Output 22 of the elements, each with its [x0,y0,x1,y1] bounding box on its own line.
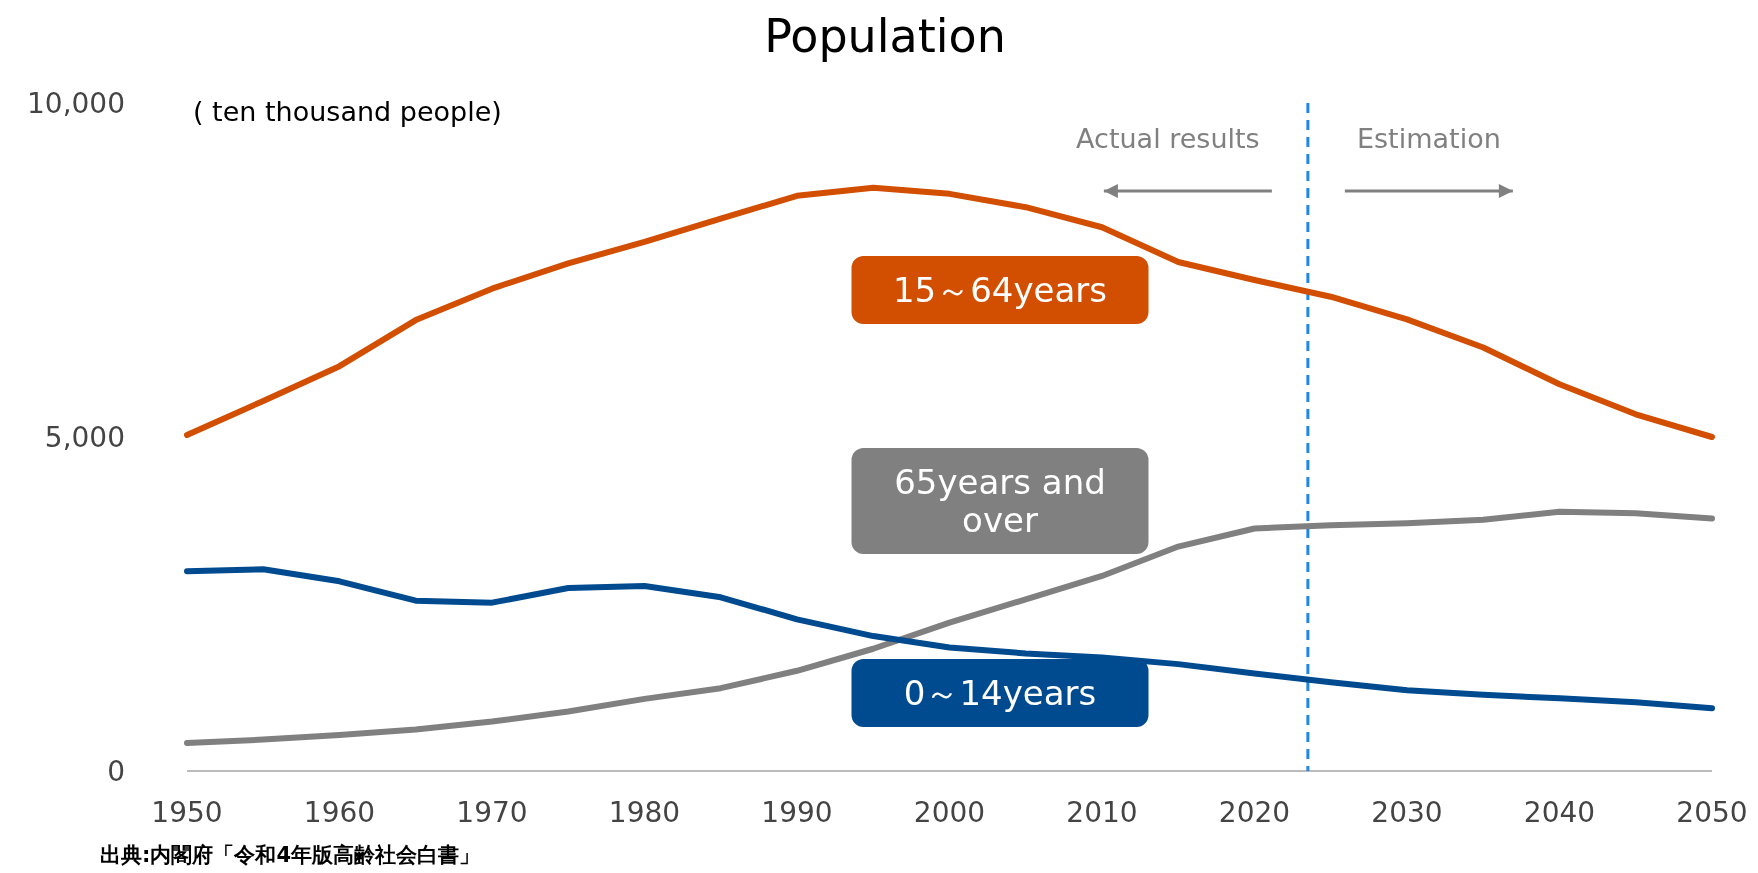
x-tick-label: 2030 [1371,796,1443,829]
series-label: 15～64years [892,270,1108,310]
x-tick-label: 2040 [1523,796,1596,829]
x-tick-label: 1950 [151,796,223,829]
y-tick-label: 0 [107,754,125,788]
x-tick-label: 2020 [1218,796,1291,829]
x-tick-label: 1960 [303,796,376,829]
y-axis-title: ( ten thousand people) [193,96,502,127]
x-tick-label: 2010 [1066,796,1138,829]
series-label: 65years and over [894,462,1106,540]
annotation: Actual results [1076,123,1260,154]
x-tick-label: 2050 [1676,796,1748,829]
source-note: 出典:内閣府「令和4年版高齢社会白書」 [100,843,481,867]
x-tick-label: 1970 [456,796,528,829]
chart-title: Population [764,9,1006,63]
annotation: Estimation [1356,123,1501,154]
y-tick-label: 5,000 [44,420,125,454]
x-tick-label: 1990 [761,796,833,829]
series-label: 0～14years [903,673,1097,713]
y-tick-label: 10,000 [27,86,125,120]
x-tick-label: 2000 [913,796,986,829]
x-tick-label: 1980 [608,796,681,829]
